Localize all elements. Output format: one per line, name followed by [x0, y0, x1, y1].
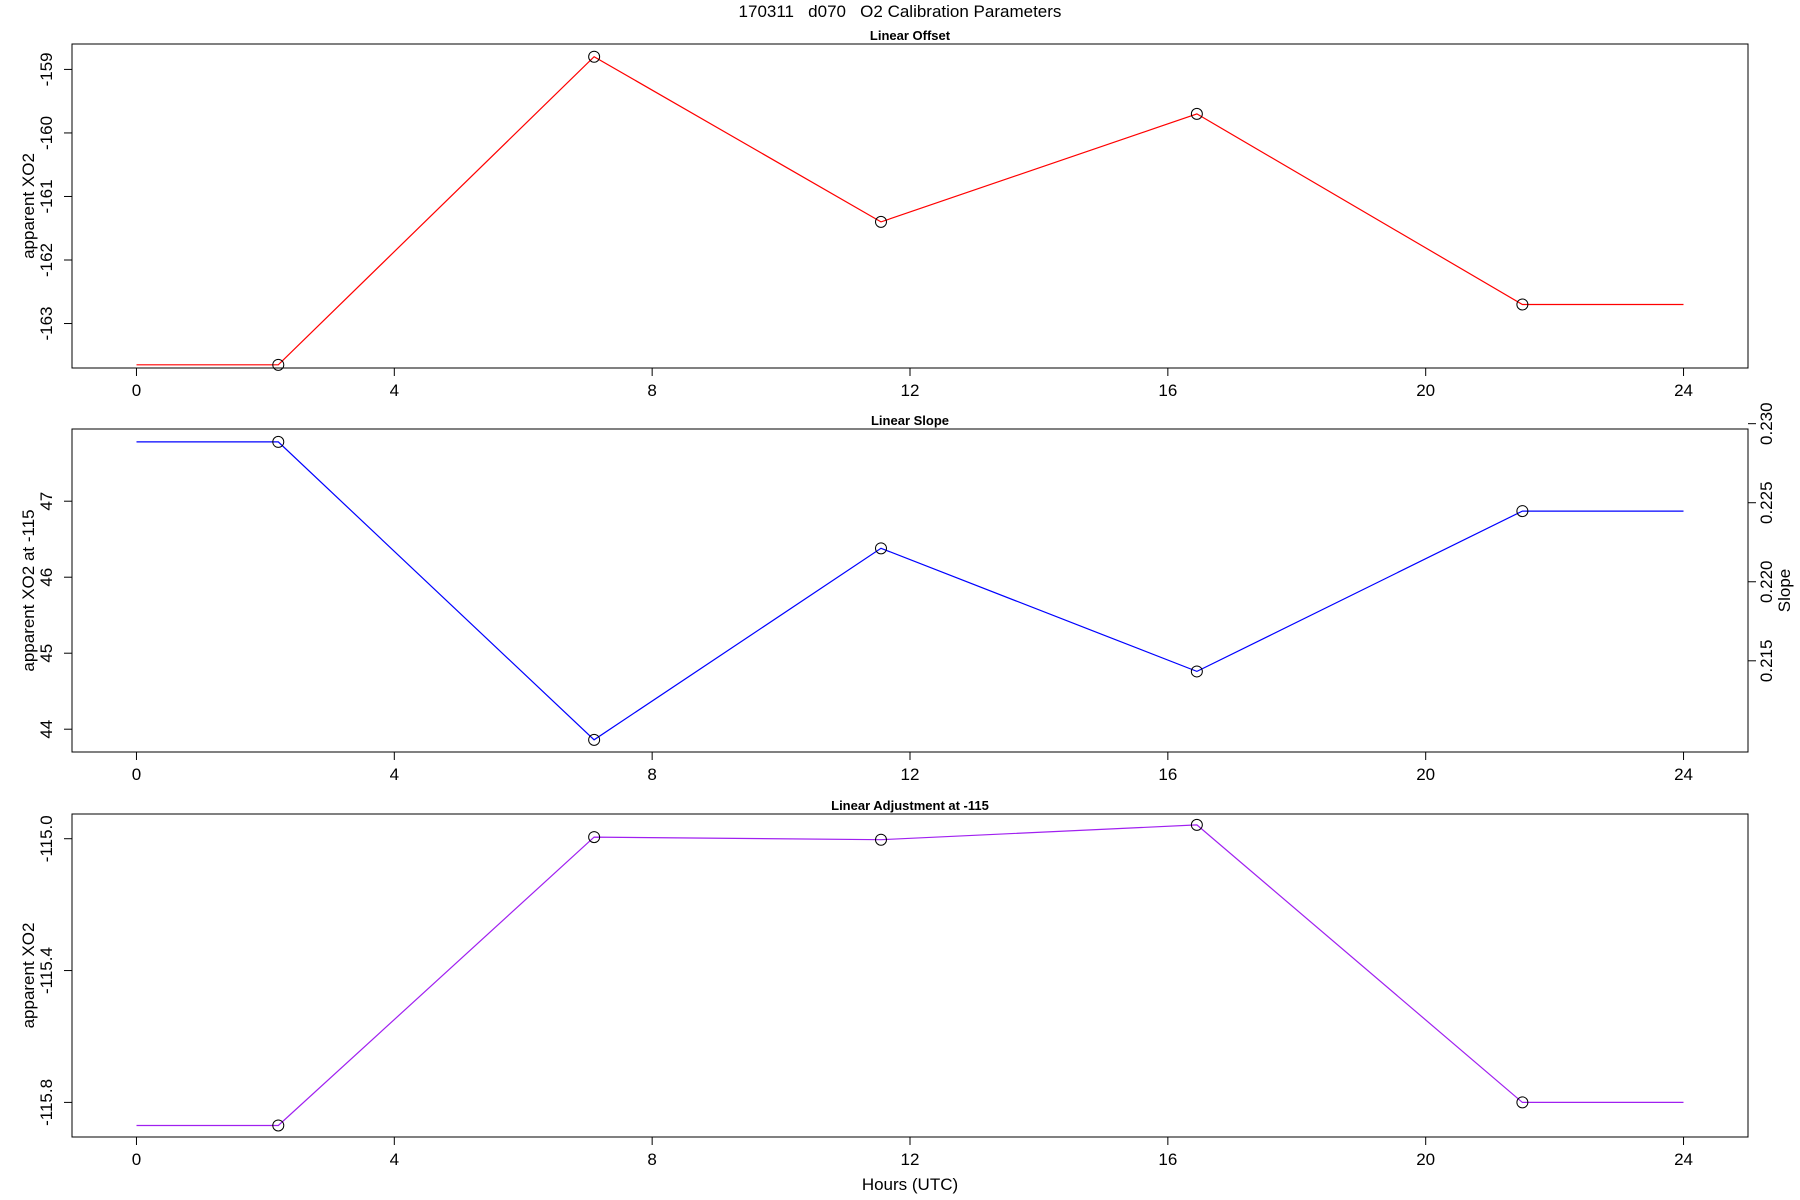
data-point — [272, 1119, 285, 1132]
data-point — [874, 215, 887, 228]
x-tick-label: 0 — [132, 381, 141, 400]
data-point — [272, 435, 285, 448]
data-point — [1516, 1096, 1529, 1109]
x-axis-title: Hours (UTC) — [862, 1175, 958, 1194]
series-line — [136, 824, 1684, 1127]
panel-title: Linear Offset — [870, 28, 951, 43]
x-tick-label: 20 — [1416, 765, 1435, 784]
panel-title: Linear Adjustment at -115 — [831, 798, 989, 813]
x-tick-label: 12 — [901, 381, 920, 400]
x-tick-label: 12 — [901, 765, 920, 784]
data-point — [588, 733, 601, 746]
y-tick-label: -161 — [37, 179, 56, 213]
x-tick-label: 8 — [647, 765, 656, 784]
data-point — [874, 542, 887, 555]
x-tick-label: 0 — [132, 1150, 141, 1169]
y-tick-label: -115.8 — [37, 1079, 56, 1126]
x-tick-label: 8 — [647, 381, 656, 400]
x-tick-label: 20 — [1416, 1150, 1435, 1169]
x-tick-label: 24 — [1674, 765, 1693, 784]
y-right-tick-label: 0.230 — [1757, 402, 1776, 445]
y-axis-title: apparent XO2 at -115 — [19, 509, 38, 671]
plot-frame — [71, 43, 1749, 369]
x-tick-label: 8 — [647, 1150, 656, 1169]
y-right-tick-label: 0.220 — [1757, 560, 1776, 603]
y-tick-label: -115.4 — [37, 947, 56, 994]
data-point — [588, 831, 601, 844]
y-tick-label: 45 — [37, 644, 56, 663]
y-tick-label: -163 — [37, 307, 56, 341]
x-tick-label: 24 — [1674, 1150, 1693, 1169]
x-tick-label: 12 — [901, 1150, 920, 1169]
y-right-tick-label: 0.225 — [1757, 481, 1776, 524]
data-point — [272, 358, 285, 371]
panel-title: Linear Slope — [871, 413, 949, 428]
x-tick-label: 16 — [1158, 381, 1177, 400]
data-point — [1516, 505, 1529, 518]
y-right-axis-title: Slope — [1775, 569, 1794, 612]
y-axis-title: apparent XO2 — [19, 923, 38, 1029]
y-right-tick-label: 0.215 — [1757, 640, 1776, 683]
x-tick-label: 16 — [1158, 1150, 1177, 1169]
plot-frame — [71, 813, 1749, 1138]
data-point — [874, 833, 887, 846]
data-point — [588, 50, 601, 63]
x-tick-label: 4 — [390, 765, 399, 784]
y-axis-title: apparent XO2 — [19, 153, 38, 259]
data-point — [1190, 665, 1203, 678]
x-tick-label: 20 — [1416, 381, 1435, 400]
y-tick-label: -162 — [37, 243, 56, 277]
series-line — [136, 441, 1684, 741]
x-tick-label: 0 — [132, 765, 141, 784]
main-title: 170311 d070 O2 Calibration Parameters — [738, 2, 1062, 21]
y-tick-label: 46 — [37, 568, 56, 587]
plot-frame — [71, 428, 1749, 753]
y-tick-label: -159 — [37, 52, 56, 86]
data-point — [1190, 818, 1203, 831]
x-tick-label: 24 — [1674, 381, 1693, 400]
y-tick-label: -115.0 — [37, 815, 56, 862]
series-line — [136, 55, 1684, 366]
data-point — [1516, 298, 1529, 311]
data-point — [1190, 107, 1203, 120]
y-tick-label: 47 — [37, 492, 56, 511]
y-tick-label: 44 — [37, 720, 56, 739]
x-tick-label: 16 — [1158, 765, 1177, 784]
y-tick-label: -160 — [37, 116, 56, 150]
x-tick-label: 4 — [390, 1150, 399, 1169]
x-tick-label: 4 — [390, 381, 399, 400]
